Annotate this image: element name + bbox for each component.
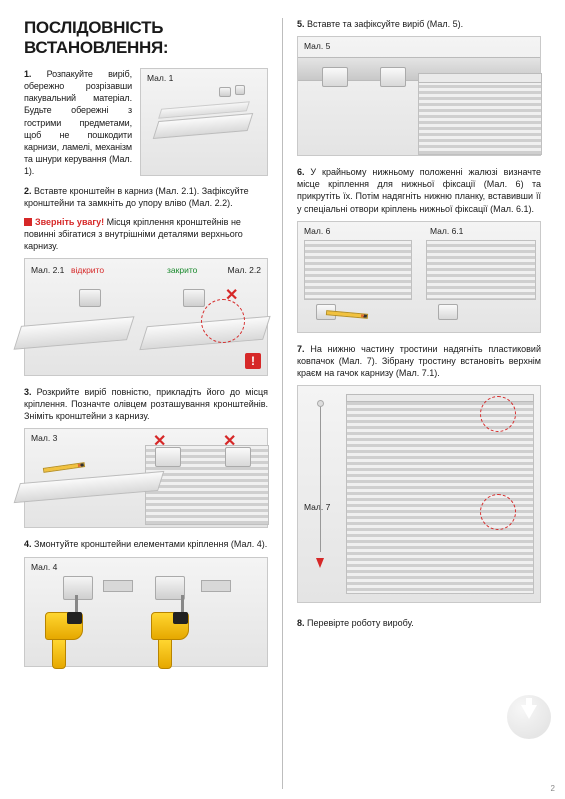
figure-22-label: Мал. 2.2: [228, 265, 261, 275]
bracket-left: [63, 576, 93, 600]
pencil-icon: [43, 462, 85, 473]
step-1-body: Розпакуйте виріб, обережно розрізавши па…: [24, 69, 132, 176]
figure-4-label: Мал. 4: [31, 562, 57, 572]
figure-5: Мал. 5: [297, 36, 541, 156]
step-2-text: 2. Вставте кронштейн в карниз (Мал. 2.1)…: [24, 185, 268, 209]
x-mark-icon: ✕: [225, 285, 238, 305]
page-number: 2: [551, 784, 555, 793]
step-1-text: 1. Розпакуйте виріб, обережно розрізавши…: [24, 68, 132, 177]
figure-1-label: Мал. 1: [147, 73, 173, 83]
step-6-body: У крайньому нижньому положенні жалюзі ви…: [297, 167, 541, 213]
figure-6: Мал. 6 Мал. 6.1: [297, 221, 541, 333]
step-4-text: 4. Змонтуйте кронштейни елементами кріпл…: [24, 538, 268, 550]
figure-6-label: Мал. 6: [304, 226, 330, 236]
step-8-body: Перевірте роботу виробу.: [307, 618, 414, 628]
step-7-body: На нижню частину тростини надягніть плас…: [297, 344, 541, 378]
hardware-icon: [235, 85, 245, 95]
drill-icon: [151, 598, 195, 664]
x-mark-icon: ✕: [153, 431, 166, 451]
hardware-icon: [201, 580, 231, 592]
left-column: ПОСЛІДОВНІСТЬ ВСТАНОВЛЕННЯ: 1. Розпакуйт…: [24, 18, 282, 789]
tassel-icon: [316, 558, 324, 568]
figure-4: Мал. 4: [24, 557, 268, 667]
highlight-circle-top: [480, 396, 516, 432]
rail-left: [13, 316, 134, 349]
drill-icon: [45, 598, 89, 664]
step-3-text: 3. Розкрийте виріб повністю, прикладіть …: [24, 386, 268, 422]
warning-square-icon: [24, 218, 32, 226]
step-7-text: 7. На нижню частину тростини надягніть п…: [297, 343, 541, 379]
wand-top: [317, 400, 324, 407]
figure-7-label: Мал. 7: [304, 502, 330, 512]
hardware-icon: [103, 580, 133, 592]
figure-5-label: Мал. 5: [304, 41, 330, 51]
main-title: ПОСЛІДОВНІСТЬ ВСТАНОВЛЕННЯ:: [24, 18, 268, 58]
bracket-left: [79, 289, 101, 307]
figure-7: Мал. 7 Мал. 7.1: [297, 385, 541, 603]
step-2-warning: Зверніть увагу! Місця кріплення кронштей…: [24, 216, 268, 252]
page-container: ПОСЛІДОВНІСТЬ ВСТАНОВЛЕННЯ: 1. Розпакуйт…: [0, 0, 565, 799]
step-5-text: 5. Вставте та зафіксуйте виріб (Мал. 5).: [297, 18, 541, 30]
closed-label: закрито: [167, 265, 197, 275]
right-column: 5. Вставте та зафіксуйте виріб (Мал. 5).…: [283, 18, 541, 789]
step-5-body: Вставте та зафіксуйте виріб (Мал. 5).: [307, 19, 463, 29]
step-7-num: 7.: [297, 344, 305, 354]
step-3-num: 3.: [24, 387, 32, 397]
step-2-num: 2.: [24, 186, 32, 196]
figure-3: Мал. 3 ✕ ✕: [24, 428, 268, 528]
step-1-num: 1.: [24, 69, 31, 79]
step-4-body: Змонтуйте кронштейни елементами кріпленн…: [34, 539, 267, 549]
mount-left: [322, 67, 348, 87]
step-1-block: 1. Розпакуйте виріб, обережно розрізавши…: [24, 68, 268, 177]
figure-2: Мал. 2.1 відкрито закрито Мал. 2.2 ✕ !: [24, 258, 268, 376]
open-label: відкрито: [71, 265, 104, 275]
bracket-right: [183, 289, 205, 307]
step-5-num: 5.: [297, 19, 305, 29]
step-8-num: 8.: [297, 618, 305, 628]
highlight-circle: [201, 299, 245, 343]
download-watermark-icon: [507, 695, 551, 739]
step-2-body: Вставте кронштейн в карниз (Мал. 2.1). З…: [24, 186, 249, 208]
mount-right: [380, 67, 406, 87]
figure-21-label: Мал. 2.1: [31, 265, 64, 275]
blinds-shape: [418, 81, 542, 155]
warning-label: Зверніть увагу!: [35, 217, 104, 227]
step-3-body: Розкрийте виріб повністю, прикладіть йог…: [24, 387, 268, 421]
highlight-circle-bottom: [480, 494, 516, 530]
x-mark-icon: ✕: [223, 431, 236, 451]
headrail: [418, 73, 542, 83]
figure-1: Мал. 1: [140, 68, 268, 176]
blinds-right: [426, 240, 536, 300]
blinds-left: [304, 240, 412, 300]
warning-badge-icon: !: [245, 353, 261, 369]
wand-cord: [320, 402, 321, 552]
step-6-num: 6.: [297, 167, 305, 177]
step-8-text: 8. Перевірте роботу виробу.: [297, 617, 541, 629]
bottom-mount-right: [438, 304, 458, 320]
figure-61-label: Мал. 6.1: [430, 226, 463, 236]
figure-3-label: Мал. 3: [31, 433, 57, 443]
step-4-num: 4.: [24, 539, 32, 549]
hardware-icon: [219, 87, 231, 97]
step-6-text: 6. У крайньому нижньому положенні жалюзі…: [297, 166, 541, 215]
rail-shape: [14, 471, 165, 503]
